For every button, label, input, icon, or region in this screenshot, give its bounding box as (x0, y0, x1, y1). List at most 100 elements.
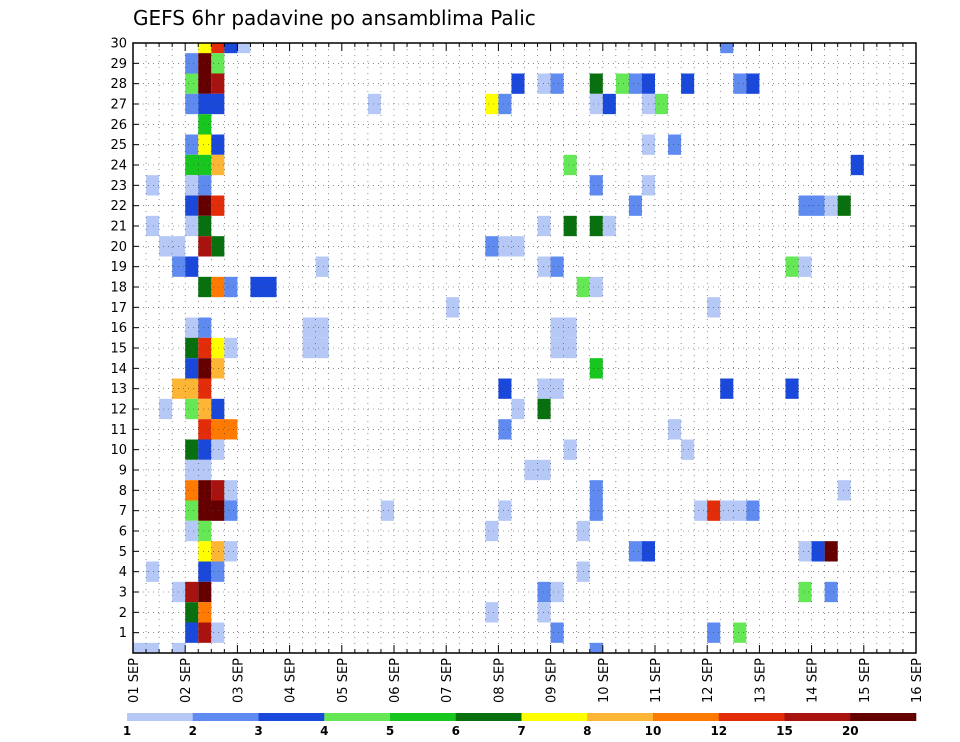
heatmap-cell (589, 500, 603, 521)
heatmap-cell (498, 378, 512, 399)
heatmap-cell (224, 541, 238, 562)
heatmap-cell (198, 175, 212, 196)
heatmap-cell (785, 378, 799, 399)
heatmap-cell (224, 43, 238, 54)
heatmap-cell (498, 500, 512, 521)
colorbar-label: 8 (583, 724, 591, 738)
y-tick-label: 5 (119, 545, 127, 560)
heatmap-cell (185, 520, 199, 542)
heatmap-cell (681, 439, 695, 460)
heatmap-cell (380, 500, 394, 521)
colorbar-swatch (324, 713, 391, 721)
y-tick-label: 6 (119, 525, 127, 540)
heatmap-cell (198, 236, 212, 257)
colorbar-swatch (258, 713, 325, 721)
heatmap-cell (824, 541, 838, 562)
heatmap-cell (211, 236, 225, 257)
heatmap-cell (198, 317, 212, 338)
colorbar-label: 6 (452, 724, 460, 738)
chart-title: GEFS 6hr padavine po ansamblima Palic (133, 6, 536, 30)
y-tick-label: 19 (110, 260, 127, 275)
heatmap-cell (615, 73, 629, 94)
heatmap-cell (211, 154, 225, 176)
heatmap-cell (537, 581, 551, 603)
colorbar-label: 2 (189, 724, 197, 738)
colorbar: 1 2 3 4 5 6 7 8 10 12 15 20 (123, 713, 917, 738)
heatmap-cell (628, 73, 642, 94)
heatmap-cell (146, 561, 160, 582)
heatmap-cell (237, 43, 251, 54)
heatmap-cell (589, 642, 603, 653)
heatmap-cell (550, 622, 564, 643)
x-tick-label: 11 SEP (649, 658, 664, 703)
heatmap-cell (628, 541, 642, 562)
heatmap-cell (563, 215, 577, 237)
heatmap-cell (198, 114, 212, 135)
x-tick-label: 13 SEP (753, 658, 768, 703)
heatmap-cell (198, 276, 212, 298)
colorbar-swatch (784, 713, 851, 721)
y-tick-label: 16 (110, 321, 127, 336)
heatmap-cell (537, 215, 551, 237)
x-tick-label: 14 SEP (806, 658, 821, 703)
heatmap-cell (733, 73, 747, 94)
heatmap-cell (302, 317, 329, 338)
heatmap-cell (498, 93, 512, 115)
heatmap-cell (198, 581, 212, 603)
heatmap-cell (185, 53, 199, 74)
heatmap-cell (185, 256, 199, 277)
heatmap-cell (211, 53, 225, 74)
heatmap-cell (185, 215, 199, 237)
heatmap-cell (498, 236, 525, 257)
heatmap-cell (198, 134, 212, 155)
heatmap-cell (446, 297, 460, 318)
colorbar-label: 12 (710, 724, 727, 738)
colorbar-label: 10 (645, 724, 662, 738)
y-tick-label: 10 (110, 443, 127, 458)
heatmap-cell (224, 480, 238, 501)
heatmap-cell (485, 236, 499, 257)
heatmap-cell (198, 520, 212, 542)
heatmap-cell (537, 256, 551, 277)
heatmap-cell (198, 195, 212, 216)
heatmap-cell (211, 134, 225, 155)
x-tick-label: 16 SEP (910, 658, 925, 703)
heatmap-cell (602, 215, 616, 237)
heatmap-cell (681, 73, 695, 94)
heatmap-cell (211, 195, 225, 216)
heatmap-cell (146, 175, 160, 196)
y-tick-label: 18 (110, 281, 127, 296)
y-tick-label: 7 (119, 504, 127, 519)
heatmap-cell (563, 439, 577, 460)
heatmap-cell (185, 581, 199, 603)
heatmap-cell (602, 93, 616, 115)
heatmap-cell (537, 398, 551, 420)
y-tick-label: 30 (110, 37, 127, 52)
y-tick-label: 11 (110, 423, 127, 438)
colorbar-swatch (521, 713, 588, 721)
x-tick-label: 07 SEP (440, 658, 455, 703)
y-tick-label: 29 (110, 57, 127, 72)
heatmap-cell (185, 134, 199, 155)
y-tick-label: 3 (119, 586, 127, 601)
heatmap-cell (550, 581, 564, 603)
heatmap-cell (733, 622, 747, 643)
heatmap-cell (224, 500, 238, 521)
heatmap-cell (589, 215, 603, 237)
heatmap-cells (133, 43, 864, 653)
heatmap-cell (185, 93, 199, 115)
heatmap-cell (837, 480, 851, 501)
heatmap-cell (198, 419, 212, 440)
colorbar-label: 7 (517, 724, 525, 738)
heatmap-cell (589, 73, 603, 94)
colorbar-label: 4 (320, 724, 328, 738)
x-tick-label: 09 SEP (545, 658, 560, 703)
colorbar-swatch (850, 713, 917, 721)
heatmap-cell (302, 337, 329, 359)
y-axis: 1234567891011121314151617181920212223242… (110, 37, 916, 641)
heatmap-cell (185, 317, 199, 338)
heatmap-cell (589, 93, 603, 115)
heatmap-cell (198, 602, 212, 623)
heatmap-cell (224, 276, 238, 298)
